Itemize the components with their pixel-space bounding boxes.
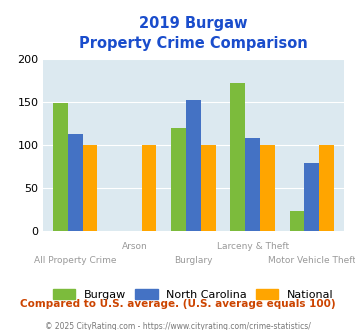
Bar <box>201 145 216 231</box>
Bar <box>68 134 83 231</box>
Bar <box>260 145 275 231</box>
Text: All Property Crime: All Property Crime <box>34 256 116 265</box>
Text: © 2025 CityRating.com - https://www.cityrating.com/crime-statistics/: © 2025 CityRating.com - https://www.city… <box>45 322 310 330</box>
Bar <box>82 145 97 231</box>
Bar <box>142 145 157 231</box>
Text: Arson: Arson <box>121 242 147 251</box>
Bar <box>186 100 201 231</box>
Bar <box>245 138 260 231</box>
Text: Motor Vehicle Theft: Motor Vehicle Theft <box>268 256 355 265</box>
Text: Burglary: Burglary <box>174 256 213 265</box>
Bar <box>319 145 334 231</box>
Title: 2019 Burgaw
Property Crime Comparison: 2019 Burgaw Property Crime Comparison <box>79 16 308 51</box>
Text: Compared to U.S. average. (U.S. average equals 100): Compared to U.S. average. (U.S. average … <box>20 299 335 309</box>
Bar <box>290 211 305 231</box>
Bar <box>53 103 68 231</box>
Bar <box>230 82 245 231</box>
Bar <box>304 163 319 231</box>
Legend: Burgaw, North Carolina, National: Burgaw, North Carolina, National <box>49 284 338 304</box>
Bar <box>171 128 186 231</box>
Text: Larceny & Theft: Larceny & Theft <box>217 242 289 251</box>
